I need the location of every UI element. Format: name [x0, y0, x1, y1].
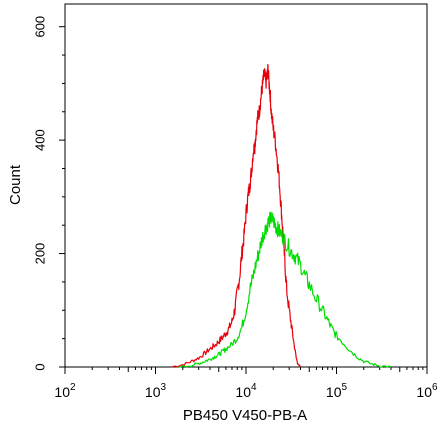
x-tick-label: 102: [54, 382, 76, 400]
x-tick-label: 106: [416, 382, 438, 400]
x-axis: 102 103 104 105 106: [54, 367, 438, 400]
x-tick-label: 105: [326, 382, 348, 400]
x-tick-label: 103: [145, 382, 167, 400]
series-red-line: [171, 63, 301, 368]
y-tick-label: 600: [33, 16, 48, 38]
y-tick-label: 200: [33, 243, 48, 265]
series-layer: [171, 63, 392, 368]
y-tick-label: 0: [33, 363, 48, 370]
x-axis-label: PB450 V450-PB-A: [183, 407, 307, 424]
y-axis-label: Count: [7, 164, 24, 205]
series-green-line: [178, 211, 392, 368]
x-tick-label: 104: [235, 382, 257, 400]
y-axis: 0 200 400 600: [33, 16, 65, 371]
y-tick-label: 400: [33, 129, 48, 151]
